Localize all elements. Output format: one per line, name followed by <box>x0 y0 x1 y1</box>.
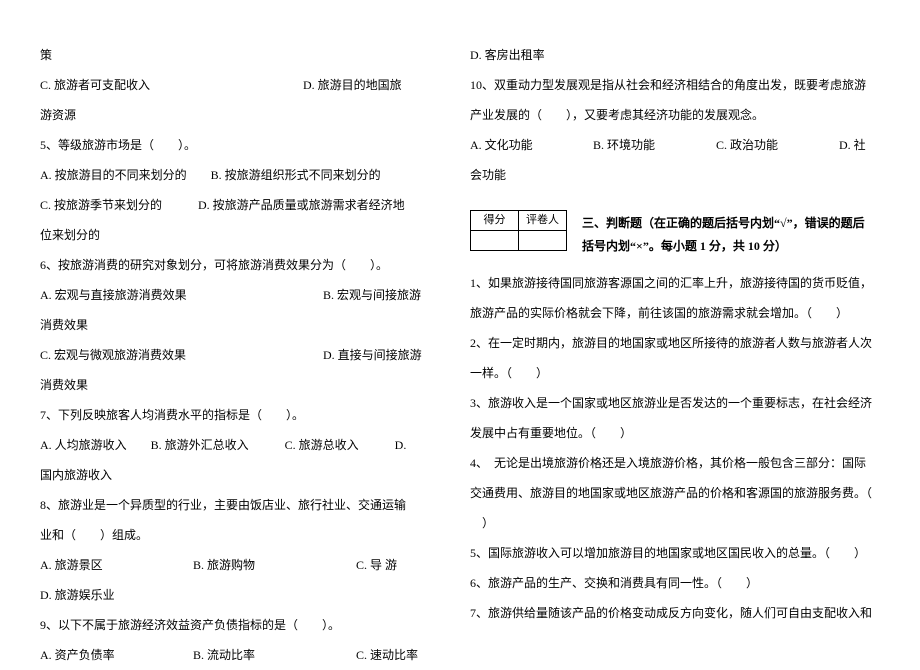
option-a: A. 资产负债率 <box>40 640 190 670</box>
option-b: B. 环境功能 <box>593 130 713 160</box>
text-line: 会功能 <box>470 160 880 190</box>
option-a: A. 旅游景区 <box>40 550 190 580</box>
text-line: 产业发展的（ ），又要考虑其经济功能的发展观念。 <box>470 100 880 130</box>
text-line: 交通费用、旅游目的地国家或地区旅游产品的价格和客源国的旅游服务费。（ <box>470 478 880 508</box>
text-line: C. 宏观与微观旅游消费效果 D. 直接与间接旅游 <box>40 340 450 370</box>
option-c: C. 速动比率 <box>356 648 418 662</box>
score-cell <box>471 231 519 251</box>
text-line: 5、国际旅游收入可以增加旅游目的地国家或地区国民收入的总量。（ ） <box>470 538 880 568</box>
left-column: 策 C. 旅游者可支配收入 D. 旅游目的地国旅 游资源 5、等级旅游市场是（ … <box>30 40 460 621</box>
text-line: 9、以下不属于旅游经济效益资产负债指标的是（ ）。 <box>40 610 450 640</box>
text-line: 国内旅游收入 <box>40 460 450 490</box>
text-line: 3、旅游收入是一个国家或地区旅游业是否发达的一个重要标志，在社会经济 <box>470 388 880 418</box>
option-c: C. 旅游者可支配收入 <box>40 70 300 100</box>
option-c: C. 导 游 <box>356 558 397 572</box>
text-line: 7、旅游供给量随该产品的价格变动成反方向变化，随人们可自由支配收入和 <box>470 598 880 628</box>
text-line: 消费效果 <box>40 370 450 400</box>
text-line: 一样。（ ） <box>470 358 880 388</box>
score-table: 得分 评卷人 <box>470 210 567 251</box>
text-line: 1、如果旅游接待国同旅游客源国之间的汇率上升，旅游接待国的货币贬值， <box>470 268 880 298</box>
text-line: A. 资产负债率 B. 流动比率 C. 速动比率 <box>40 640 450 670</box>
text-line: 2、在一定时期内，旅游目的地国家或地区所接待的旅游者人数与旅游者人次 <box>470 328 880 358</box>
text-line: A. 人均旅游收入 B. 旅游外汇总收入 C. 旅游总收入 D. <box>40 430 450 460</box>
option-d: D. 直接与间接旅游 <box>323 348 422 362</box>
section-title: 三、判断题（在正确的题后括号内划“√”，错误的题后 括号内划“×”。每小题 1 … <box>582 210 865 258</box>
text-line: A. 文化功能 B. 环境功能 C. 政治功能 D. 社 <box>470 130 880 160</box>
section-header: 得分 评卷人 三、判断题（在正确的题后括号内划“√”，错误的题后 括号内划“×”… <box>470 210 880 258</box>
section-title-line: 括号内划“×”。每小题 1 分，共 10 分） <box>582 235 865 258</box>
option-a: A. 宏观与直接旅游消费效果 <box>40 280 320 310</box>
text-line: 6、旅游产品的生产、交换和消费具有同一性。（ ） <box>470 568 880 598</box>
grader-header: 评卷人 <box>519 211 567 231</box>
text-line: D. 旅游娱乐业 <box>40 580 450 610</box>
text-line: 位来划分的 <box>40 220 450 250</box>
text-line: ） <box>470 508 880 538</box>
option-d: D. 社 <box>839 138 866 152</box>
score-header: 得分 <box>471 211 519 231</box>
text-line: C. 按旅游季节来划分的 D. 按旅游产品质量或旅游需求者经济地 <box>40 190 450 220</box>
option-b: B. 旅游购物 <box>193 550 353 580</box>
text-line: A. 宏观与直接旅游消费效果 B. 宏观与间接旅游 <box>40 280 450 310</box>
grader-cell <box>519 231 567 251</box>
text-line: A. 旅游景区 B. 旅游购物 C. 导 游 <box>40 550 450 580</box>
option-d: D. 旅游目的地国旅 <box>303 78 402 92</box>
text-line: D. 客房出租率 <box>470 40 880 70</box>
right-column: D. 客房出租率 10、双重动力型发展观是指从社会和经济相结合的角度出发，既要考… <box>460 40 890 621</box>
text-line: 业和（ ）组成。 <box>40 520 450 550</box>
option-c: C. 政治功能 <box>716 130 836 160</box>
section-title-line: 三、判断题（在正确的题后括号内划“√”，错误的题后 <box>582 212 865 235</box>
option-b: B. 流动比率 <box>193 640 353 670</box>
text-line: 6、按旅游消费的研究对象划分，可将旅游消费效果分为（ ）。 <box>40 250 450 280</box>
text-line: 4、 无论是出境旅游价格还是入境旅游价格，其价格一般包含三部分：国际 <box>470 448 880 478</box>
text-line: 发展中占有重要地位。（ ） <box>470 418 880 448</box>
text-line: 8、旅游业是一个异质型的行业，主要由饭店业、旅行社业、交通运输 <box>40 490 450 520</box>
option-b: B. 宏观与间接旅游 <box>323 288 421 302</box>
text-line: C. 旅游者可支配收入 D. 旅游目的地国旅 <box>40 70 450 100</box>
text-line: A. 按旅游目的不同来划分的 B. 按旅游组织形式不同来划分的 <box>40 160 450 190</box>
text-line: 消费效果 <box>40 310 450 340</box>
text-line: 策 <box>40 40 450 70</box>
text-line: 游资源 <box>40 100 450 130</box>
text-line: 旅游产品的实际价格就会下降，前往该国的旅游需求就会增加。（ ） <box>470 298 880 328</box>
text-line: 5、等级旅游市场是（ ）。 <box>40 130 450 160</box>
text-line: 10、双重动力型发展观是指从社会和经济相结合的角度出发，既要考虑旅游 <box>470 70 880 100</box>
option-a: A. 文化功能 <box>470 130 590 160</box>
option-c: C. 宏观与微观旅游消费效果 <box>40 340 320 370</box>
text-line: 7、下列反映旅客人均消费水平的指标是（ ）。 <box>40 400 450 430</box>
